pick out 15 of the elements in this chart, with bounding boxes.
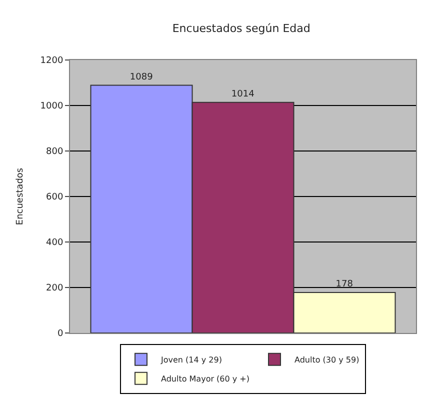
y-axis-title: Encuestados <box>16 168 26 226</box>
legend-label: Adulto Mayor (60 y +) <box>161 374 250 384</box>
data-label: 178 <box>336 280 354 290</box>
data-label: 1089 <box>130 72 154 82</box>
y-tick-label: 600 <box>46 192 64 203</box>
data-label: 1014 <box>231 89 255 100</box>
chart-title: Encuestados según Edad <box>172 22 310 36</box>
legend-label: Adulto (30 y 59) <box>294 356 360 365</box>
y-tick-label: 0 <box>57 329 64 340</box>
y-tick-label: 1000 <box>40 102 64 112</box>
y-tick-label: 1200 <box>40 56 64 66</box>
y-tick-label: 400 <box>46 238 64 248</box>
y-tick-label: 200 <box>46 284 64 294</box>
y-tick-label: 800 <box>46 147 64 158</box>
legend-label: Joven (14 y 29) <box>160 356 222 365</box>
